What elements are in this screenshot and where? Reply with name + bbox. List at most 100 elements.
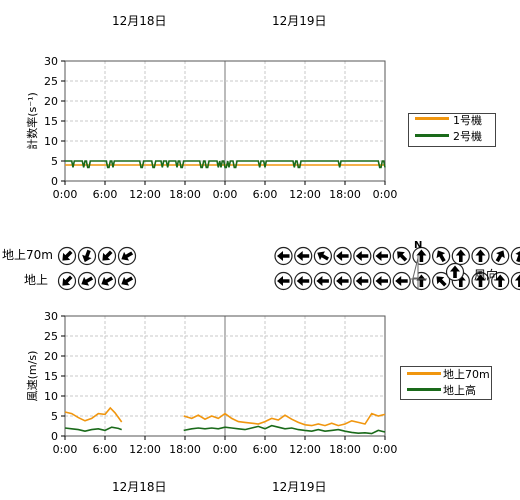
wind-direction-arrow-icon — [274, 271, 293, 291]
arrow-shape — [397, 251, 408, 262]
count-rate-y-tick-label: 5 — [51, 155, 58, 168]
legend-swatch-unit2 — [415, 134, 449, 137]
arrow-shape — [475, 249, 486, 262]
arrow-shape — [121, 251, 134, 261]
arrow-shape — [375, 251, 388, 261]
arrow-shape — [416, 274, 427, 287]
count-rate-x-tick-label: 12:00 — [129, 188, 161, 201]
count-rate-x-tick-label: 18:00 — [329, 188, 361, 201]
legend-label-unit2: 2号機 — [453, 130, 482, 143]
arrow-shape — [355, 276, 369, 286]
arrow-glyph — [355, 251, 369, 261]
wind-speed-y-tick-label: 0 — [51, 430, 58, 443]
arrow-shape — [81, 276, 94, 286]
arrow-glyph — [316, 276, 329, 286]
wind-direction-arrow-icon — [372, 246, 392, 266]
compass-pointer — [412, 257, 419, 279]
arrow-shape — [455, 249, 466, 262]
wind-speed-x-tick-label: 18:00 — [329, 443, 361, 456]
arrow-shape — [277, 251, 290, 261]
wind-speed-y-tick-label: 30 — [44, 310, 58, 323]
wind-speed-y-tick-label: 5 — [51, 410, 58, 423]
arrow-glyph — [62, 275, 73, 286]
arrow-glyph — [416, 249, 427, 262]
arrow-glyph — [82, 249, 92, 263]
arrow-glyph — [277, 276, 290, 286]
wind-direction-arrow-icon — [432, 246, 451, 266]
arrow-glyph — [450, 265, 460, 278]
arrow-glyph — [81, 276, 94, 286]
arrow-glyph — [397, 251, 408, 262]
wind-direction-arrow-icon — [313, 271, 332, 291]
arrow-shape — [62, 250, 73, 261]
legend-swatch-ground — [407, 388, 441, 391]
arrow-shape — [475, 274, 486, 287]
arrow-glyph — [395, 276, 408, 286]
wind-direction-arrow-icon — [451, 246, 470, 266]
legend-swatch-70m — [407, 372, 441, 375]
arrow-shape — [416, 249, 427, 262]
arrow-glyph — [436, 276, 447, 287]
wind-speed-y-tick-label: 10 — [44, 390, 58, 403]
wind-direction-arrow-icon — [353, 271, 372, 291]
wind-direction-arrow-icon — [77, 246, 97, 266]
wind-direction-arrow-icon — [313, 246, 332, 266]
wind-direction-arrow-icon — [372, 271, 392, 291]
wind-speed-series-2-line — [64, 426, 122, 433]
wind-speed-x-tick-label: 0:00 — [373, 443, 398, 456]
count-rate-x-tick-label: 0:00 — [53, 188, 78, 201]
count-rate-x-tick-label: 6:00 — [253, 188, 278, 201]
wind-direction-arrow-icon — [294, 271, 313, 291]
count-rate-y-tick-label: 15 — [44, 115, 58, 128]
row-label-70m: 地上70m — [2, 248, 53, 262]
wind-direction-arrow-icon — [57, 246, 77, 266]
arrow-glyph — [375, 276, 388, 286]
wind-direction-arrow-icon — [333, 271, 352, 291]
arrow-shape — [316, 276, 329, 286]
date-label-top-2: 12月19日 — [272, 14, 327, 28]
count-rate-y-tick-label: 0 — [51, 175, 58, 188]
wind-speed-y-tick-label: 20 — [44, 350, 58, 363]
wind-speed-x-tick-label: 0:00 — [213, 443, 238, 456]
date-label-top-1: 12月18日 — [112, 14, 167, 28]
wind-direction-arrow-icon — [274, 246, 293, 266]
arrow-shape — [296, 276, 310, 286]
count-rate-y-tick-label: 30 — [44, 55, 58, 68]
arrow-shape — [82, 249, 92, 263]
arrow-shape — [296, 251, 310, 261]
arrow-glyph — [515, 249, 520, 263]
wind-speed-y-tick-label: 25 — [44, 330, 58, 343]
wind-direction-arrow-icon — [97, 271, 117, 291]
arrow-glyph — [296, 251, 310, 261]
wind-direction-arrow-icon — [97, 246, 117, 266]
arrow-shape — [317, 251, 329, 261]
wind-direction-arrow-icon — [392, 246, 411, 266]
wind-direction-arrow-icon — [57, 271, 77, 291]
wind-direction-arrow-icon — [392, 271, 411, 291]
wind-direction-arrow-icon — [353, 246, 372, 266]
wind-direction-arrow-icon — [77, 271, 97, 291]
arrow-glyph — [101, 276, 114, 286]
arrow-glyph — [475, 274, 486, 287]
count-rate-y-tick-label: 25 — [44, 75, 58, 88]
wind-direction-legend-label: 風向 — [474, 268, 499, 282]
arrow-glyph — [475, 249, 486, 262]
wind-speed-series-1-line — [64, 406, 123, 423]
arrow-glyph — [336, 251, 349, 261]
legend-label-unit1: 1号機 — [453, 114, 482, 127]
wind-direction-arrow-icon — [491, 271, 510, 291]
wind-speed-x-tick-label: 6:00 — [93, 443, 118, 456]
arrow-shape — [375, 276, 388, 286]
row-label-ground: 地上 — [24, 273, 49, 287]
arrow-shape — [515, 249, 520, 263]
wind-direction-arrow-icon — [117, 246, 137, 266]
arrow-glyph — [514, 274, 520, 287]
arrow-shape — [62, 275, 73, 286]
wind-speed-series-1-line — [183, 412, 386, 427]
wind-direction-panel — [57, 246, 520, 291]
date-label-bottom-1: 12月18日 — [112, 480, 167, 494]
arrow-shape — [102, 250, 113, 261]
arrow-shape — [101, 276, 114, 286]
wind-speed-x-tick-label: 6:00 — [253, 443, 278, 456]
wind-speed-x-tick-label: 12:00 — [289, 443, 321, 456]
